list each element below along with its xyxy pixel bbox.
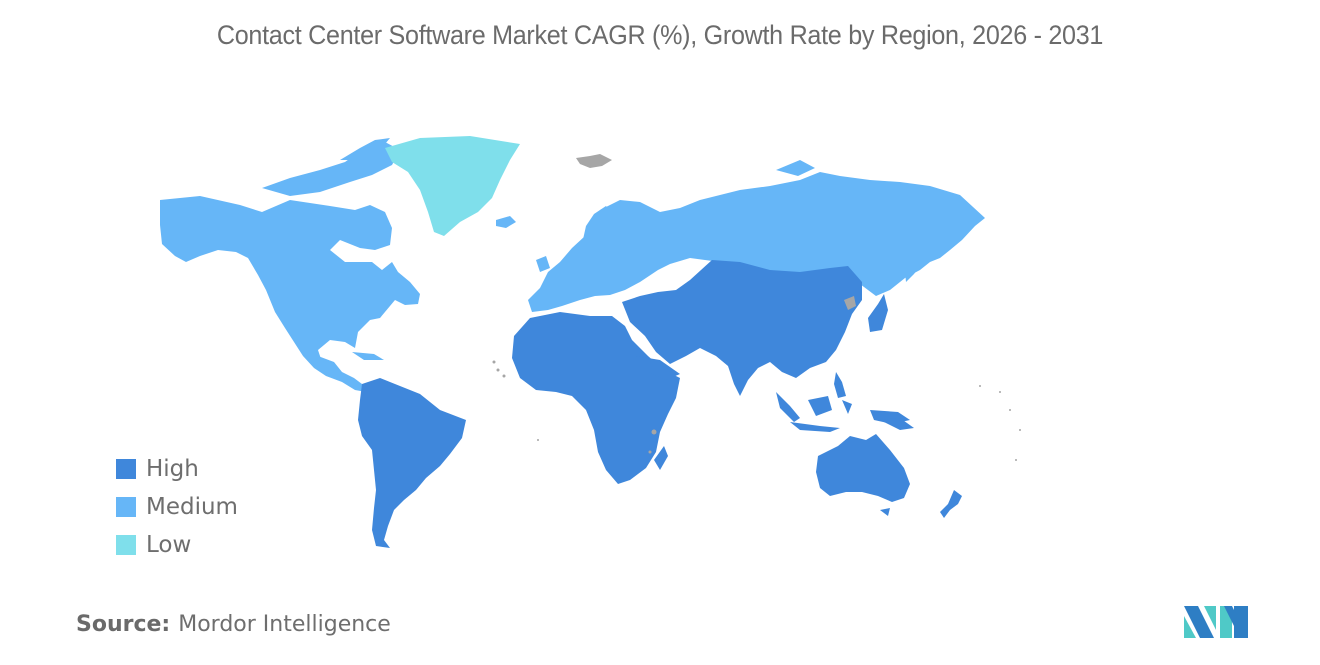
region-asia — [622, 260, 910, 432]
region-north-america — [160, 138, 420, 392]
legend-swatch-low — [116, 535, 136, 555]
region-svalbard — [576, 154, 612, 168]
region-north-korea — [844, 296, 856, 310]
legend-item-low: Low — [116, 526, 238, 564]
legend-swatch-medium — [116, 497, 136, 517]
source-value: Mordor Intelligence — [178, 612, 391, 637]
chart-title: Contact Center Software Market CAGR (%),… — [216, 20, 1104, 50]
legend-item-high: High — [116, 450, 238, 488]
region-iceland — [496, 216, 516, 228]
region-africa — [512, 312, 680, 484]
legend-label: Medium — [146, 494, 238, 520]
legend-label: High — [146, 456, 199, 482]
region-south-america — [358, 378, 466, 548]
region-greenland — [385, 136, 520, 236]
legend-label: Low — [146, 532, 192, 558]
source-note: Source: Mordor Intelligence — [76, 612, 391, 637]
region-europe-russia — [528, 160, 985, 312]
legend-swatch-high — [116, 459, 136, 479]
small-islands-no-data — [492, 360, 1021, 461]
region-central-america — [318, 352, 384, 388]
source-label: Source: — [76, 612, 171, 637]
mordor-intelligence-logo-icon — [1184, 606, 1248, 638]
legend: High Medium Low — [116, 450, 238, 564]
legend-item-medium: Medium — [116, 488, 238, 526]
region-oceania — [816, 418, 962, 518]
